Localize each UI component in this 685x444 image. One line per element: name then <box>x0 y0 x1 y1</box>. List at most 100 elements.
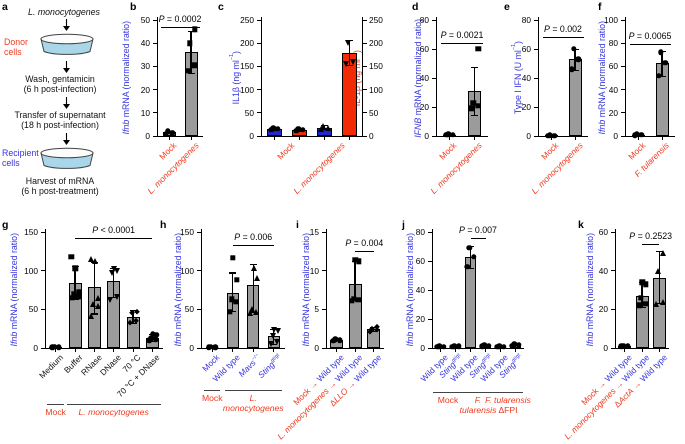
data-point <box>485 343 492 349</box>
p-value-line <box>441 43 483 45</box>
error-cap <box>187 72 195 74</box>
y-axis <box>436 17 438 136</box>
y-tick-label: 5 <box>314 304 319 315</box>
y-axis-right <box>362 17 364 136</box>
data-point <box>274 126 281 132</box>
group-line <box>433 392 463 394</box>
y-axis-label: Ifnb mRNA (normalized ratio) <box>300 233 311 347</box>
x-tick <box>470 349 471 352</box>
y-tick <box>257 65 261 67</box>
x-axis <box>157 136 203 138</box>
x-tick <box>324 137 325 140</box>
data-point <box>250 264 257 271</box>
y-tick <box>257 89 261 91</box>
p-value: P = 0.007 <box>459 224 497 235</box>
data-point <box>343 61 350 68</box>
data-point <box>660 250 667 257</box>
y-tick-label: 10 <box>140 107 150 118</box>
data-point <box>636 302 642 309</box>
data-point <box>656 72 662 79</box>
error-bar <box>252 264 254 313</box>
x-tick <box>151 349 153 352</box>
y-tick-label: 100 <box>240 84 254 95</box>
bar <box>465 256 476 348</box>
y-axis-label: Ifnb mRNA (normalized ratio) <box>584 233 595 347</box>
p-value: P = 0.0002 <box>158 13 202 24</box>
error-cap <box>370 331 378 333</box>
data-point <box>464 264 470 270</box>
panel-letter-j: j <box>402 219 405 231</box>
step-transfer-line2: (18 h post-infection) <box>21 120 99 130</box>
panel-h-chart: h Ifnb mRNA (normalized ratio) 0 50 100 150 P … <box>160 220 292 444</box>
data-point <box>228 296 235 302</box>
y-tick-label: 60 <box>598 227 608 237</box>
y-tick-label: 200 <box>240 38 254 49</box>
y-tick <box>41 231 45 233</box>
error-cap <box>229 311 237 313</box>
data-point <box>149 331 156 337</box>
p-value-line <box>160 26 200 29</box>
data-point <box>133 308 140 315</box>
group-label: Mock <box>437 394 459 405</box>
panel-k-chart: k Ifnb mRNA (normalized ratio) 0 20 40 60 P = … <box>558 220 685 444</box>
p-value: P = 0.2523 <box>629 230 673 241</box>
y-tick-label: 30 <box>140 61 150 72</box>
x-tick <box>211 349 213 352</box>
y-tick <box>428 347 432 349</box>
p-value: P = 0.002 <box>544 24 582 35</box>
data-point <box>481 342 487 349</box>
y-tick-label: 40 <box>415 285 425 295</box>
y-tick <box>534 48 538 50</box>
p-value: P < 0.0001 <box>92 225 136 236</box>
data-point <box>659 298 666 305</box>
data-point <box>165 128 171 135</box>
panel-letter-i: i <box>296 219 299 231</box>
group-label: F. tularensis <box>459 394 497 415</box>
x-tick <box>641 349 643 352</box>
y-tick-label: 0 <box>526 131 531 141</box>
data-point <box>233 298 239 305</box>
data-point <box>253 308 260 315</box>
y-tick-label: 80 <box>608 38 618 49</box>
x-tick <box>74 349 76 352</box>
group-label: Mock <box>45 406 66 417</box>
data-point <box>273 338 280 345</box>
y-tick <box>153 135 157 137</box>
y-tick <box>322 270 326 272</box>
x-axis <box>436 136 488 138</box>
x-tick <box>550 137 552 140</box>
y-axis <box>625 17 627 136</box>
error-bar <box>348 40 351 66</box>
data-point <box>76 289 82 296</box>
y-tick <box>197 308 201 310</box>
data-point <box>110 266 117 273</box>
y-tick-label: 100 <box>604 15 618 25</box>
down-arrow-icon <box>63 19 70 31</box>
donor-cells-label: Donor cells <box>4 37 28 58</box>
y-axis <box>45 229 47 348</box>
data-point <box>271 327 278 334</box>
error-bar <box>641 282 643 308</box>
error-cap <box>346 64 353 67</box>
error-cap <box>187 31 195 33</box>
y-tick-label: 15 <box>309 227 319 237</box>
y-tick-label: 150 <box>240 61 254 72</box>
data-point <box>445 131 451 137</box>
data-point <box>653 300 660 307</box>
y-axis <box>201 229 203 348</box>
x-tick <box>440 349 441 352</box>
data-point <box>249 306 256 313</box>
y-tick <box>432 106 436 108</box>
data-point <box>270 125 276 131</box>
data-point <box>152 336 159 343</box>
data-point <box>345 40 352 47</box>
error-bar <box>190 31 192 74</box>
x-tick <box>190 137 192 140</box>
error-cap <box>467 267 474 269</box>
y-tick <box>621 42 625 44</box>
data-point <box>451 343 457 349</box>
y-tick-label: 60 <box>415 256 425 266</box>
y-axis <box>261 17 263 136</box>
y-tick <box>611 347 615 349</box>
petri-dish-icon <box>40 147 94 169</box>
